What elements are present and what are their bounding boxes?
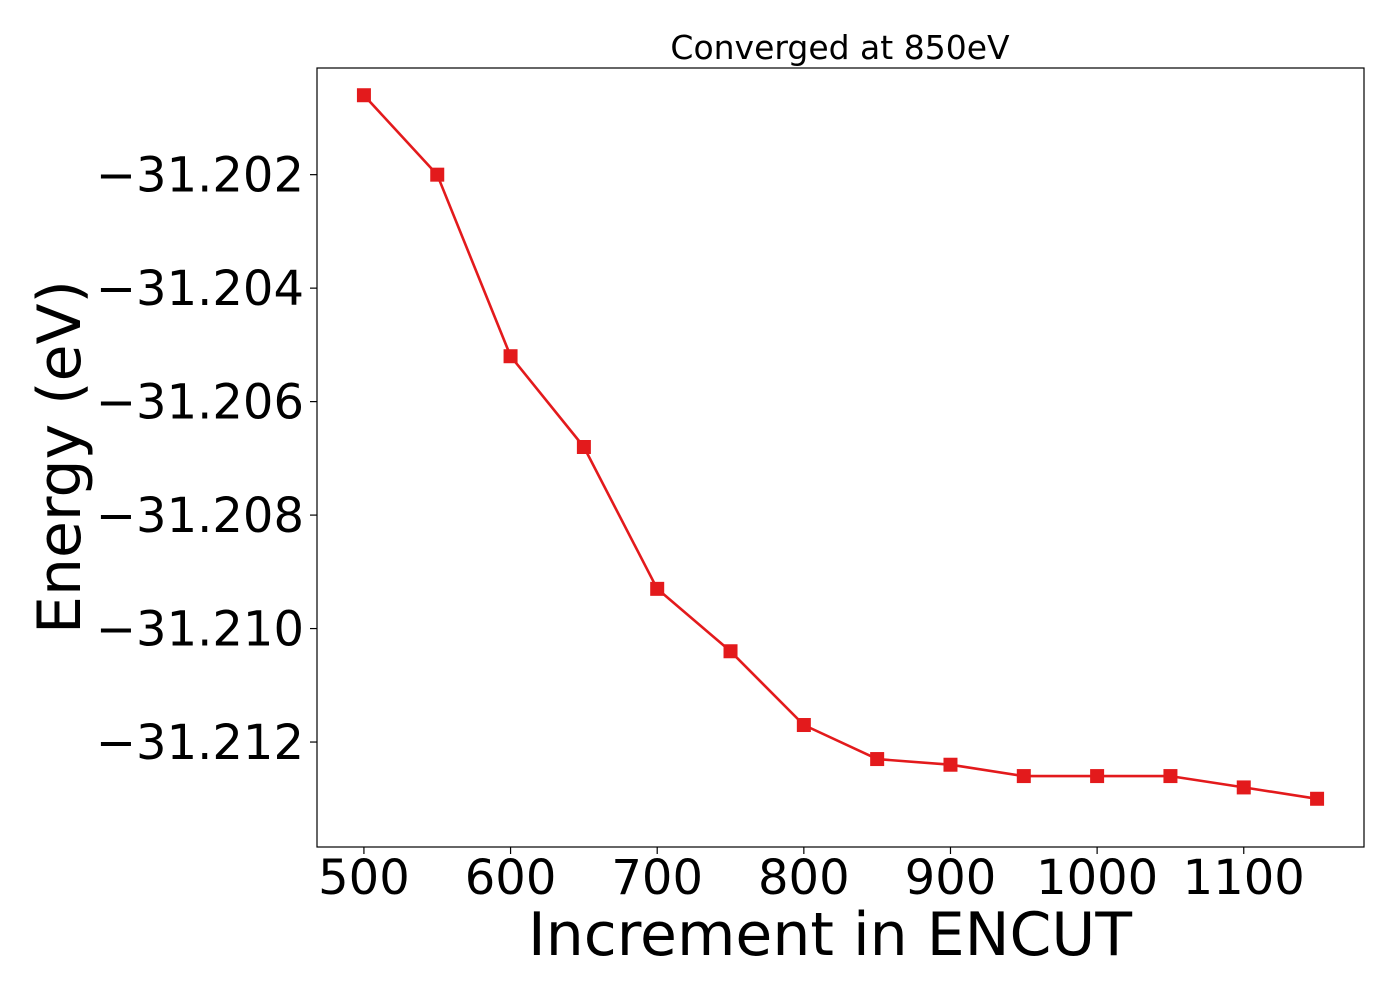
y-tick-label: −31.208 [96, 488, 304, 544]
chart-title: Converged at 850eV [670, 28, 1010, 67]
x-axis-label: Increment in ENCUT [528, 900, 1132, 970]
x-tick-label: 700 [611, 850, 703, 906]
data-point-marker [1310, 791, 1325, 806]
data-point-marker [650, 581, 665, 596]
data-point-marker [1090, 769, 1105, 784]
data-point-marker [356, 88, 371, 103]
series-line [362, 94, 1318, 801]
data-point-marker [430, 167, 445, 182]
data-point-marker [1163, 769, 1178, 784]
data-point-marker [796, 718, 811, 733]
x-axis: 500 600 700 800 900 1000 1100 [318, 847, 1305, 906]
y-tick-label: −31.206 [96, 375, 304, 431]
y-tick-label: −31.204 [96, 261, 304, 317]
data-point-marker [503, 349, 518, 364]
y-tick-label: −31.212 [96, 715, 304, 771]
data-point-marker [723, 644, 738, 659]
x-tick-label: 800 [758, 850, 850, 906]
x-tick-label: 600 [465, 850, 557, 906]
data-point-marker [576, 440, 591, 455]
plot-frame [316, 67, 1365, 848]
y-axis-label: Energy (eV) [25, 280, 95, 634]
y-tick-label: −31.210 [96, 602, 304, 658]
data-point-marker [1016, 769, 1031, 784]
y-axis: −31.202 −31.204 −31.206 −31.208 −31.210 −31.2… [96, 148, 317, 771]
y-tick-label: −31.202 [96, 148, 304, 204]
series-layer [356, 88, 1325, 806]
x-tick-label: 1100 [1183, 850, 1305, 906]
x-tick-label: 500 [318, 850, 410, 906]
plot-area [316, 67, 1365, 848]
x-tick-label: 900 [905, 850, 997, 906]
data-point-marker [943, 757, 958, 772]
data-point-marker [870, 752, 885, 767]
data-point-marker [1236, 780, 1251, 795]
x-tick-label: 1000 [1036, 850, 1158, 906]
